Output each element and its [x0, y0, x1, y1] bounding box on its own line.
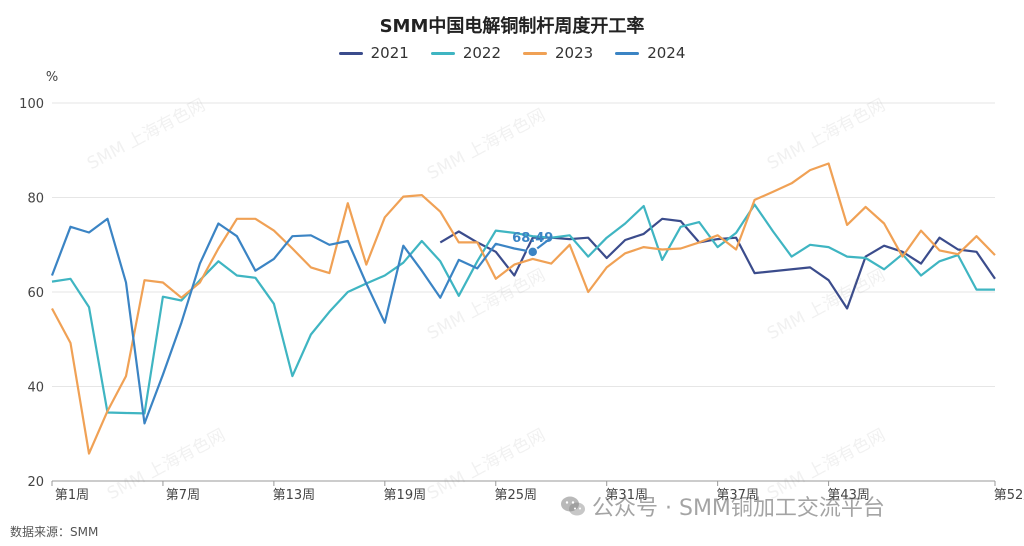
y-tick-label: 20 — [27, 475, 44, 490]
legend-label-2021: 2021 — [370, 44, 409, 62]
y-tick-label: 80 — [27, 192, 44, 207]
data-source: 数据来源：SMM — [10, 525, 99, 539]
x-tick-label: 第52周 — [994, 488, 1024, 503]
y-tick-label: 60 — [27, 286, 44, 301]
legend-label-2022: 2022 — [462, 44, 501, 62]
x-tick-label: 第7周 — [166, 488, 200, 503]
x-tick-label: 第13周 — [273, 488, 316, 503]
y-axis-label: % — [46, 70, 58, 85]
series-line-2022 — [51, 203, 995, 415]
brand-text: 公众号 · SMM铜加工交流平台 — [592, 496, 885, 521]
x-tick-label: 第19周 — [384, 488, 427, 503]
legend-item-2024[interactable]: 2024 — [615, 44, 685, 62]
legend-label-2023: 2023 — [555, 44, 594, 62]
legend-label-2024: 2024 — [647, 44, 686, 62]
legend-swatch-2023 — [523, 51, 547, 55]
legend-item-2023[interactable]: 2023 — [523, 44, 593, 62]
x-tick-label: 第31周 — [605, 488, 648, 503]
x-tick-label: 第37周 — [716, 488, 759, 503]
y-tick-label: 100 — [19, 97, 44, 112]
legend-swatch-2022 — [430, 51, 455, 55]
series-line-2023 — [51, 162, 996, 455]
x-tick-label: 第1周 — [55, 488, 89, 503]
brand-watermark: 公众号 · SMM铜加工交流平台 — [560, 490, 885, 522]
highlight-point — [526, 246, 539, 258]
data-label: 68.49 — [512, 231, 553, 246]
x-tick-label: 第25周 — [494, 488, 537, 503]
x-tick-label: 第43周 — [827, 488, 870, 503]
legend-swatch-2021 — [338, 51, 363, 55]
legend-item-2022[interactable]: 2022 — [430, 44, 501, 62]
legend-item-2021[interactable]: 2021 — [338, 44, 409, 62]
legend: 2021 2022 2023 2024 — [0, 44, 1024, 62]
wechat-icon — [561, 496, 585, 516]
legend-swatch-2024 — [615, 51, 640, 55]
series-line-2024 — [50, 217, 552, 425]
y-tick-label: 40 — [27, 381, 44, 396]
chart-title: SMM中国电解铜制杆周度开工率 — [379, 16, 645, 37]
